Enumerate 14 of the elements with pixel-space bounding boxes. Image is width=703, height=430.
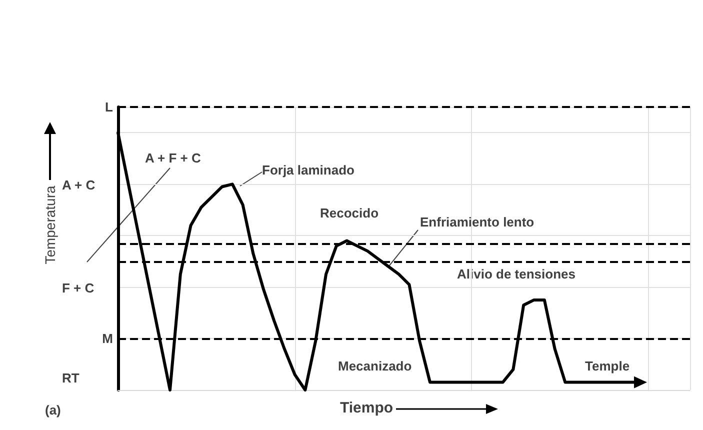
annotation: Recocido — [320, 206, 379, 220]
annotation: Forja laminado — [262, 162, 355, 178]
text: (a) — [45, 402, 61, 418]
annotation: A + F + C — [145, 150, 202, 166]
annotation: Enfriamiento lento — [420, 214, 534, 230]
annotation: Mecanizado — [338, 358, 412, 374]
text: F + C — [62, 280, 95, 296]
text: RT — [62, 370, 80, 386]
annotation: Temple — [585, 358, 630, 374]
y-axis-title: Temperatura — [42, 185, 58, 264]
ref-line-label: M — [102, 331, 113, 346]
x-axis-title: Tiempo — [340, 400, 394, 416]
ref-line-label: L — [105, 100, 114, 114]
text: A + C — [62, 178, 96, 192]
